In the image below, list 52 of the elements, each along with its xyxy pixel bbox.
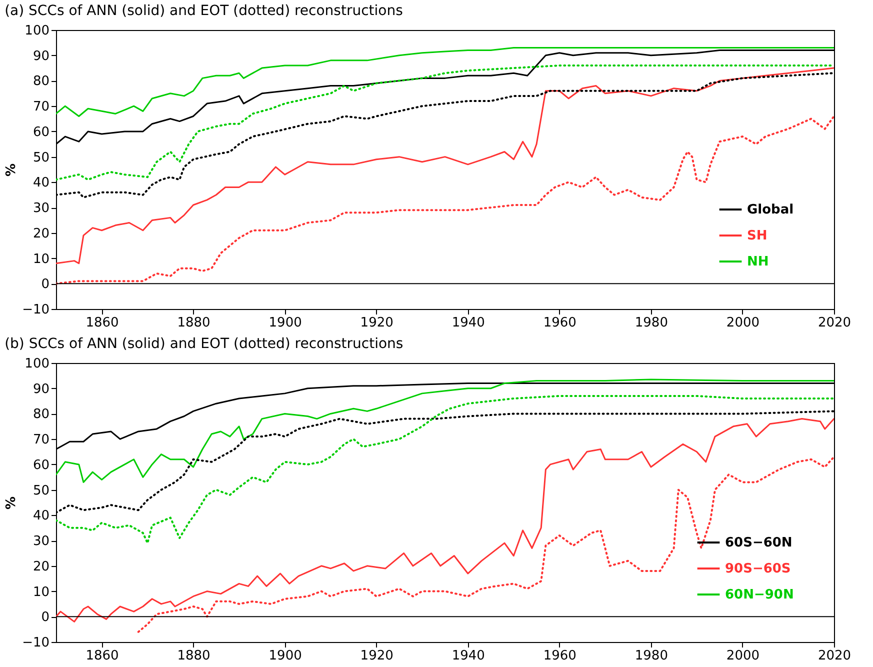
y-tick-label: −10 bbox=[22, 636, 50, 650]
y-tick-label: 80 bbox=[32, 74, 50, 90]
x-tick-label: 1980 bbox=[634, 316, 668, 330]
x-tick-label: 1880 bbox=[177, 316, 210, 330]
y-tick-label: 80 bbox=[32, 407, 50, 422]
x-tick-label: 2020 bbox=[818, 648, 852, 664]
y-tick-label: 0 bbox=[41, 610, 50, 626]
y-tick-label: 60 bbox=[32, 458, 50, 473]
y-tick-label: 40 bbox=[32, 508, 50, 524]
legend-label: Global bbox=[747, 202, 794, 218]
y-tick-label: 70 bbox=[32, 432, 50, 448]
chart-title: (a) SCCs of ANN (solid) and EOT (dotted) reconstructions bbox=[4, 3, 403, 19]
y-tick-label: 0 bbox=[41, 277, 50, 292]
y-tick-label: −10 bbox=[22, 302, 50, 318]
x-tick-label: 2000 bbox=[726, 316, 760, 330]
y-tick-label: 50 bbox=[32, 150, 50, 166]
y-tick-label: 20 bbox=[32, 559, 50, 574]
y-tick-label: 30 bbox=[32, 201, 50, 216]
legend-label: 90S−60S bbox=[725, 562, 791, 576]
y-tick-label: 10 bbox=[32, 584, 50, 600]
legend-label: 60N−90N bbox=[725, 588, 794, 602]
x-tick-label: 1920 bbox=[360, 648, 394, 664]
legend-label: SH bbox=[747, 228, 768, 244]
y-tick-label: 90 bbox=[32, 382, 50, 397]
y-tick-label: 70 bbox=[32, 100, 50, 115]
chart-title: (b) SCCs of ANN (solid) and EOT (dotted) reconstructions bbox=[4, 336, 404, 352]
x-tick-label: 1940 bbox=[452, 316, 485, 330]
x-tick-label: 1900 bbox=[268, 648, 302, 664]
y-axis-title: % bbox=[4, 496, 20, 510]
legend-label: 60S−60N bbox=[725, 536, 792, 550]
x-tick-label: 1860 bbox=[86, 316, 119, 330]
x-tick-label: 1980 bbox=[634, 648, 668, 664]
x-tick-label: 1920 bbox=[360, 316, 394, 330]
x-tick-label: 1960 bbox=[543, 316, 576, 330]
y-tick-label: 100 bbox=[24, 356, 50, 372]
y-tick-label: 90 bbox=[32, 48, 50, 64]
y-tick-label: 30 bbox=[32, 534, 50, 550]
x-tick-label: 1900 bbox=[268, 316, 302, 330]
legend-label: NH bbox=[747, 254, 769, 270]
y-tick-label: 10 bbox=[32, 252, 50, 267]
y-tick-label: 50 bbox=[32, 483, 50, 498]
x-tick-label: 2020 bbox=[818, 316, 852, 330]
x-tick-label: 2000 bbox=[726, 648, 760, 664]
x-tick-label: 1880 bbox=[177, 648, 210, 664]
y-tick-label: 40 bbox=[32, 176, 50, 191]
x-tick-label: 1860 bbox=[86, 648, 119, 664]
y-tick-label: 20 bbox=[32, 226, 50, 242]
x-tick-label: 1940 bbox=[452, 648, 485, 664]
y-tick-label: 60 bbox=[32, 124, 50, 140]
y-tick-label: 100 bbox=[24, 24, 50, 38]
x-tick-label: 1960 bbox=[543, 648, 576, 664]
y-axis-title: % bbox=[4, 163, 20, 177]
